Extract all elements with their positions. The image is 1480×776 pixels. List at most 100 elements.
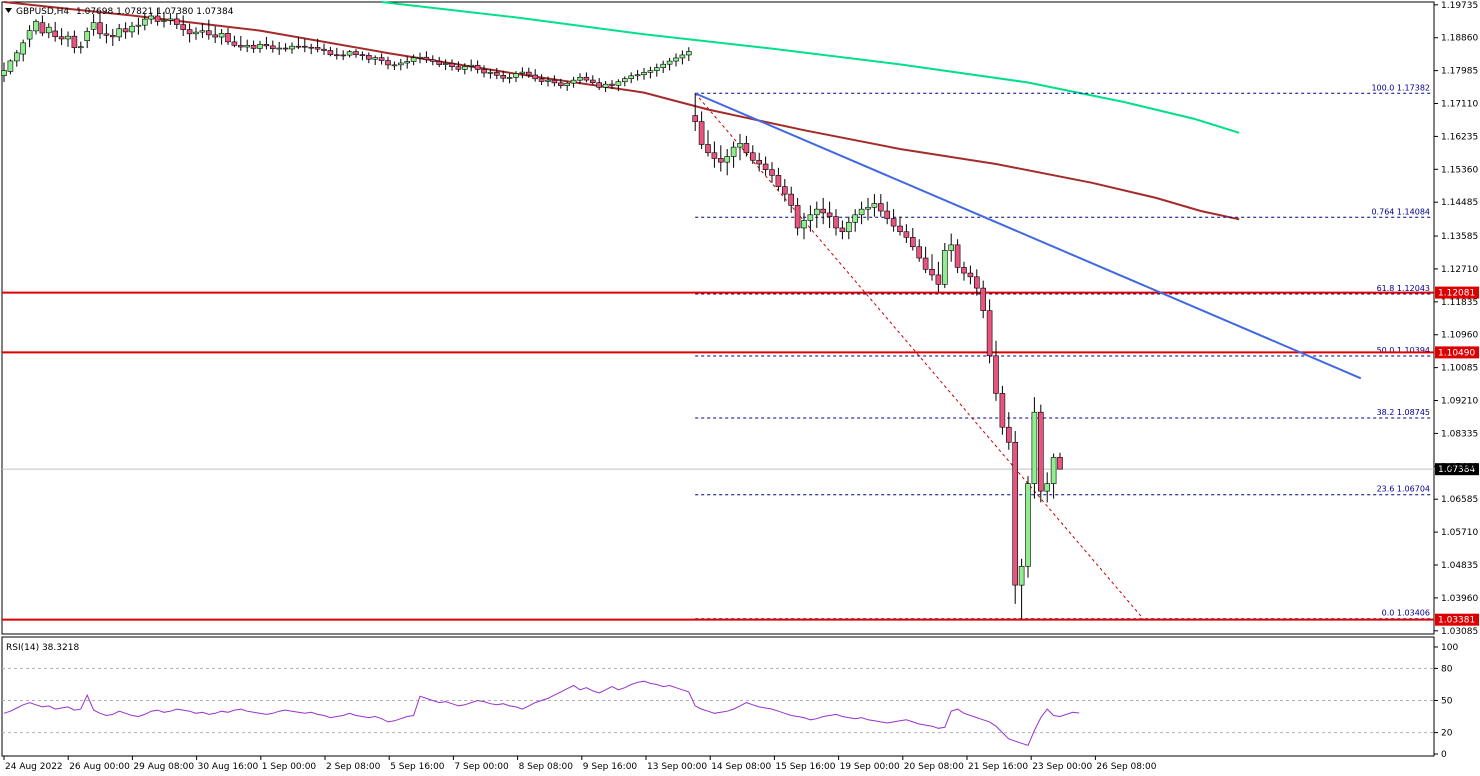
candle bbox=[922, 246, 929, 274]
candle bbox=[948, 233, 955, 262]
time-tick-label: 7 Sep 00:00 bbox=[454, 762, 509, 772]
candle-body bbox=[71, 35, 78, 48]
candle bbox=[180, 15, 186, 36]
candle bbox=[705, 130, 711, 157]
candle-body bbox=[711, 152, 718, 159]
candle bbox=[551, 75, 558, 87]
candle-body bbox=[730, 146, 737, 157]
candle bbox=[877, 194, 884, 217]
candle-body bbox=[161, 20, 167, 22]
candle bbox=[506, 73, 513, 84]
candle-body bbox=[673, 57, 679, 62]
candle bbox=[52, 22, 59, 42]
price-tick-label: 1.18860 bbox=[1441, 34, 1478, 44]
candle-body bbox=[481, 69, 487, 74]
candle-body bbox=[238, 45, 244, 48]
candle bbox=[39, 15, 46, 37]
candle-body bbox=[378, 57, 385, 61]
candle bbox=[263, 36, 270, 50]
price-tick-label: 1.15360 bbox=[1441, 165, 1478, 175]
candle bbox=[333, 47, 340, 60]
candle bbox=[897, 216, 903, 236]
candle-body bbox=[820, 208, 827, 214]
trendline bbox=[694, 92, 1362, 380]
candle-body bbox=[794, 205, 801, 229]
candle-body bbox=[45, 26, 52, 34]
rsi-tick-label: 80 bbox=[1441, 664, 1453, 674]
candle bbox=[500, 70, 507, 83]
horizontal-level-label: 1.12081 bbox=[1438, 289, 1475, 299]
candle bbox=[865, 197, 871, 221]
candle bbox=[410, 54, 417, 66]
candle-body bbox=[180, 24, 186, 30]
price-tick-label: 1.09210 bbox=[1441, 397, 1478, 407]
price-tick-label: 1.08335 bbox=[1441, 429, 1478, 439]
candle-body bbox=[269, 45, 276, 49]
candle-body bbox=[545, 79, 551, 82]
candle-body bbox=[813, 208, 820, 216]
price-tick-label: 1.14485 bbox=[1441, 198, 1478, 208]
candle bbox=[340, 50, 347, 61]
candle-body bbox=[986, 310, 993, 357]
candle-body bbox=[353, 51, 359, 55]
candle-body bbox=[359, 54, 366, 56]
candle-body bbox=[519, 71, 526, 74]
candle bbox=[372, 55, 379, 66]
candle-body bbox=[26, 30, 33, 40]
price-tick-label: 1.17985 bbox=[1441, 67, 1478, 77]
collapse-triangle-icon[interactable] bbox=[5, 8, 12, 13]
candle-body bbox=[506, 77, 513, 79]
rsi-label: RSI(14) 38.3218 bbox=[6, 643, 79, 653]
current-price-tag bbox=[1435, 463, 1479, 476]
candle-body bbox=[193, 31, 199, 35]
candle bbox=[839, 220, 846, 240]
candle bbox=[583, 72, 590, 83]
candle-body bbox=[564, 82, 571, 86]
candle-body bbox=[871, 203, 878, 208]
candle bbox=[1050, 453, 1057, 499]
candle-body bbox=[577, 76, 583, 81]
candle-body bbox=[436, 61, 443, 65]
candle bbox=[327, 46, 334, 57]
candle bbox=[7, 59, 14, 75]
candle-body bbox=[647, 70, 654, 73]
candle-body bbox=[865, 206, 871, 210]
candle-body bbox=[781, 186, 788, 195]
rsi-tick-label: 100 bbox=[1441, 643, 1458, 653]
candle-body bbox=[583, 76, 590, 81]
fibonacci-retracement: 100.0 1.17382 0.764 1.14084 61.8 1.12043 50… bbox=[694, 83, 1432, 620]
candle-body bbox=[999, 393, 1006, 428]
candle bbox=[698, 111, 705, 150]
candle bbox=[321, 43, 327, 55]
candle-body bbox=[922, 257, 929, 270]
candle bbox=[929, 254, 935, 281]
candle-body bbox=[174, 18, 180, 25]
price-tick-label: 1.05710 bbox=[1441, 528, 1478, 538]
candle-body bbox=[199, 30, 206, 33]
time-tick-label: 1 Sep 00:00 bbox=[262, 762, 317, 772]
candle bbox=[148, 12, 154, 25]
candle-body bbox=[295, 45, 302, 48]
fib-anchor-line bbox=[694, 92, 1144, 620]
candle bbox=[647, 66, 654, 79]
candle-body bbox=[52, 30, 59, 38]
rsi-tick-label: 0 bbox=[1441, 750, 1447, 760]
candle-body bbox=[417, 56, 423, 59]
candle-body bbox=[993, 355, 999, 394]
candle-body bbox=[289, 45, 295, 50]
candle-body bbox=[653, 67, 660, 71]
time-tick-label: 29 Aug 08:00 bbox=[133, 762, 194, 772]
candle bbox=[1038, 404, 1044, 503]
candle bbox=[110, 28, 116, 46]
candle bbox=[474, 60, 481, 74]
ohlc-label: 1.07698 1.07821 1.07380 1.07384 bbox=[76, 7, 234, 17]
candle bbox=[129, 21, 135, 38]
candle-body bbox=[116, 28, 122, 38]
main-pane-frame bbox=[1, 1, 1435, 635]
candle bbox=[909, 227, 916, 251]
candle-body bbox=[103, 33, 110, 36]
candle bbox=[980, 280, 987, 319]
candle-body bbox=[724, 156, 731, 163]
candle-body bbox=[685, 51, 692, 56]
